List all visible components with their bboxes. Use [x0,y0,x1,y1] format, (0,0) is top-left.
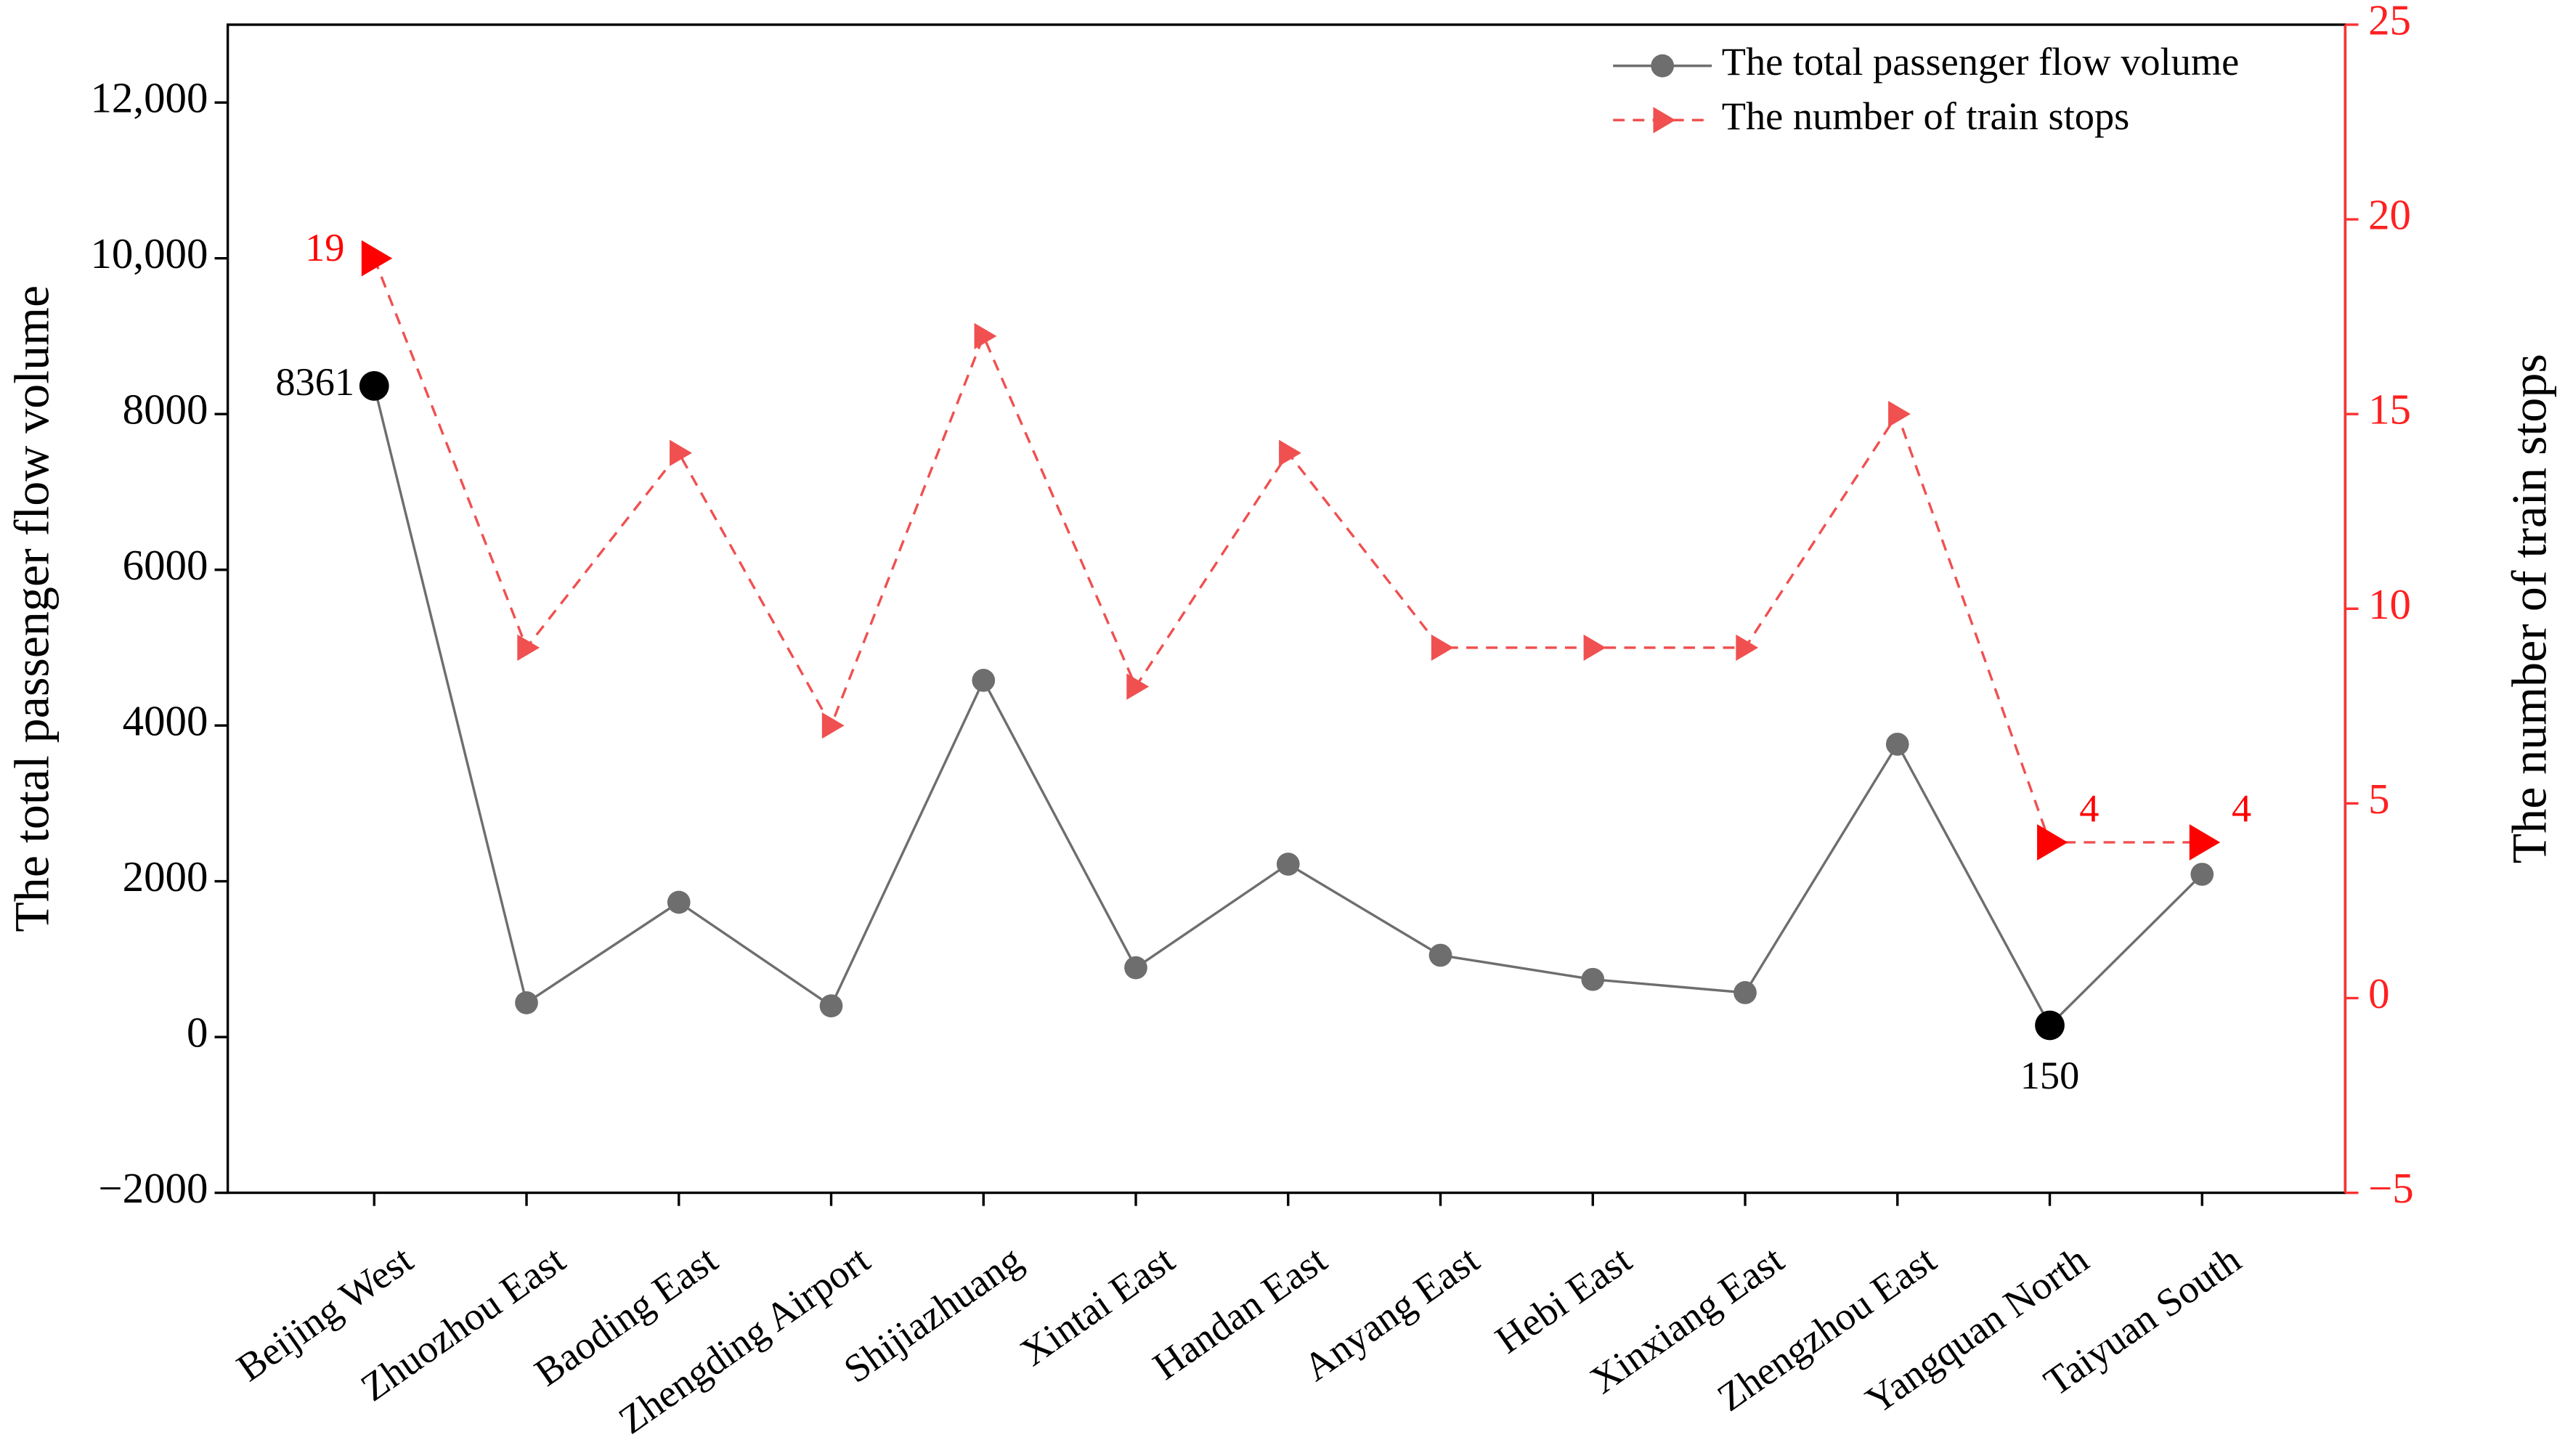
y2-tick-label: 20 [2368,192,2411,239]
marker [517,634,540,661]
marker [972,669,996,692]
marker [974,322,997,350]
y2-tick-label: 15 [2368,386,2411,434]
y-tick-label: 4000 [123,698,208,745]
marker [2037,824,2068,861]
data-label: 19 [305,226,344,269]
marker [667,890,691,914]
legend-label: The total passenger flow volume [1722,40,2240,84]
marker [1124,956,1147,980]
y-tick-label: −2000 [98,1165,208,1212]
y2-tick-label: 0 [2368,970,2389,1017]
y2-tick-label: 10 [2368,581,2411,628]
marker [361,240,393,277]
data-label: 4 [2079,787,2099,831]
y2-tick-label: 25 [2368,0,2411,44]
data-label: 150 [2020,1054,2080,1097]
marker [1428,943,1452,967]
marker [1126,673,1150,700]
y2-axis-title: The number of train stops [2502,354,2557,863]
marker [1733,981,1757,1004]
legend-marker [1653,107,1676,134]
y-tick-label: 6000 [123,542,208,589]
marker [2035,1010,2065,1041]
marker [1279,439,1301,466]
y-tick-label: 10,000 [90,230,208,277]
marker [515,991,538,1014]
marker [1885,732,1909,756]
y2-tick-label: −5 [2368,1165,2414,1212]
marker [1736,634,1759,661]
marker [1888,401,1911,428]
marker [819,994,843,1018]
legend-marker [1651,54,1675,78]
marker [2190,863,2214,886]
marker [2189,824,2221,861]
y-tick-label: 12,000 [90,75,208,122]
plot-frame [226,23,2347,1195]
marker [821,712,845,739]
y-tick-label: 0 [187,1009,208,1057]
x-tick-label: Zhengding Airport [611,1237,877,1442]
marker [359,371,389,401]
y-axis-title: The total passenger flow volume [4,285,59,932]
y2-tick-label: 5 [2368,776,2389,823]
series-line [373,386,2203,1028]
data-label: 8361 [275,360,354,404]
y-tick-label: 2000 [123,853,208,900]
marker [1583,634,1606,661]
marker [670,439,692,466]
marker [1581,967,1605,991]
y-tick-label: 8000 [123,386,208,434]
marker [1431,634,1454,661]
data-label: 4 [2232,787,2251,831]
marker [1276,853,1300,876]
series-line [373,258,2203,844]
legend-label: The number of train stops [1722,94,2130,138]
